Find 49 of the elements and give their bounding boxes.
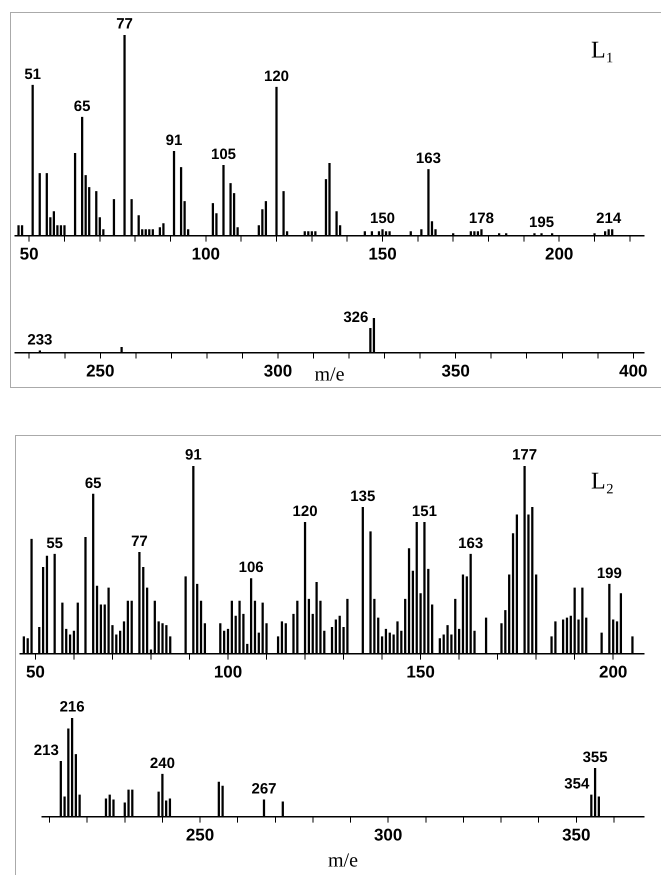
- annotation: 105: [210, 146, 236, 164]
- annotation: 77: [131, 532, 148, 550]
- annotation: 135: [350, 488, 376, 505]
- annotation: 267: [251, 780, 277, 798]
- annotation: 77: [116, 16, 133, 33]
- annotation: 199: [596, 564, 622, 582]
- annotation: 91: [166, 132, 182, 149]
- annotation: 326: [343, 308, 368, 326]
- annotation: 120: [264, 68, 290, 85]
- x-tick-label: 50: [20, 244, 39, 264]
- annotation: 240: [150, 754, 175, 772]
- annotation: 354: [564, 776, 590, 793]
- annotation: 91: [184, 446, 202, 464]
- annotation: 214: [596, 210, 622, 228]
- annotation: 178: [468, 210, 494, 228]
- annotation: 163: [416, 150, 441, 168]
- x-tick-label: 50: [26, 662, 45, 682]
- x-tick-label: 250: [186, 825, 214, 844]
- x-tick-label: 150: [406, 662, 435, 682]
- annotation: 233: [27, 331, 52, 348]
- annotation: 151: [412, 502, 437, 520]
- x-tick-label: 100: [214, 662, 242, 682]
- annotation: 51: [24, 66, 42, 83]
- annotation: 355: [582, 748, 608, 766]
- annotation: 177: [512, 446, 538, 464]
- x-tick-label: 350: [562, 825, 590, 844]
- x-axis-title: m/e: [328, 849, 358, 872]
- annotation: 150: [370, 210, 396, 228]
- annotation: 55: [46, 534, 64, 552]
- x-tick-label: 300: [374, 825, 402, 844]
- x-tick-label: 250: [86, 361, 114, 380]
- annotation: 216: [60, 698, 85, 716]
- annotation: 65: [74, 98, 90, 115]
- x-axis-title: m/e: [314, 363, 345, 386]
- x-tick-label: 150: [368, 244, 397, 264]
- x-tick-label: 350: [441, 361, 470, 380]
- annotation: 163: [458, 534, 484, 552]
- x-tick-label: 300: [264, 361, 292, 380]
- x-tick-label: 200: [599, 662, 628, 682]
- annotation: 65: [84, 474, 102, 492]
- annotation: 106: [238, 559, 264, 576]
- x-tick-label: 100: [192, 244, 220, 264]
- annotation: 195: [529, 214, 554, 232]
- annotation: 213: [34, 742, 59, 760]
- annotation: L₁: [590, 37, 614, 64]
- annotation: 120: [292, 502, 318, 520]
- x-tick-label: 200: [545, 244, 574, 264]
- x-tick-label: 400: [619, 361, 648, 380]
- annotation: L₂: [590, 468, 614, 494]
